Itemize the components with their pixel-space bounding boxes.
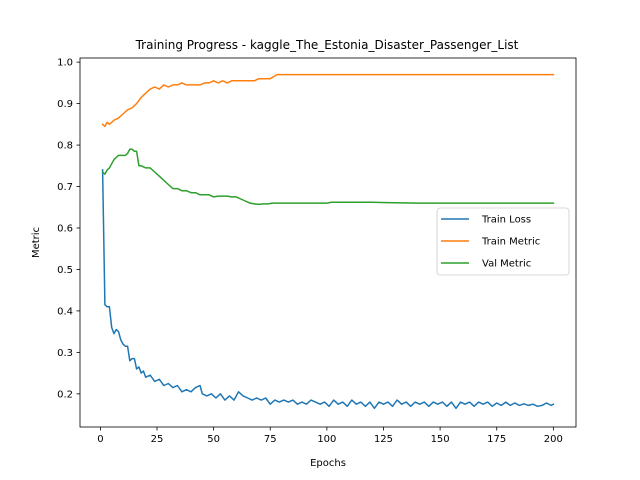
legend-label: Val Metric	[482, 259, 531, 270]
chart-title: Training Progress - kaggle_The_Estonia_D…	[135, 38, 519, 52]
x-tick-label: 100	[317, 434, 336, 445]
x-tick-label: 25	[151, 434, 164, 445]
y-tick-label: 0.5	[57, 265, 73, 276]
series-line-train-metric	[101, 73, 555, 128]
y-axis: 0.2 0.3 0.4 0.5 0.6 0.7 0.8 0.9 1.0	[57, 58, 80, 400]
plot-area-frame	[79, 57, 577, 428]
x-tick-label: 125	[374, 434, 393, 445]
y-tick-label: 0.4	[57, 306, 73, 317]
legend-box	[436, 207, 570, 276]
y-tick-label: 0.7	[57, 182, 73, 193]
x-tick-label: 175	[487, 434, 506, 445]
y-tick-label: 0.6	[57, 223, 73, 234]
series-line-train-loss	[101, 169, 555, 410]
y-tick-label: 0.8	[57, 141, 73, 152]
y-tick-label: 0.9	[57, 99, 73, 110]
legend: Train Loss Train Metric Val Metric	[436, 207, 570, 276]
x-tick-label: 200	[544, 434, 563, 445]
legend-label: Train Metric	[481, 237, 540, 248]
y-axis-label: Metric	[31, 227, 42, 258]
y-tick-label: 0.2	[57, 389, 73, 400]
legend-label: Train Loss	[481, 215, 531, 226]
x-tick-label: 75	[264, 434, 277, 445]
y-tick-label: 1.0	[57, 58, 73, 69]
x-axis: 0 25 50 75 100 125 150 175 200	[97, 427, 563, 445]
x-axis-label: Epochs	[310, 458, 346, 469]
x-tick-label: 150	[431, 434, 450, 445]
x-tick-label: 0	[97, 434, 103, 445]
series-layer	[101, 73, 555, 410]
y-tick-label: 0.3	[57, 348, 73, 359]
series-line-val-metric	[101, 148, 555, 206]
x-tick-label: 50	[207, 434, 220, 445]
